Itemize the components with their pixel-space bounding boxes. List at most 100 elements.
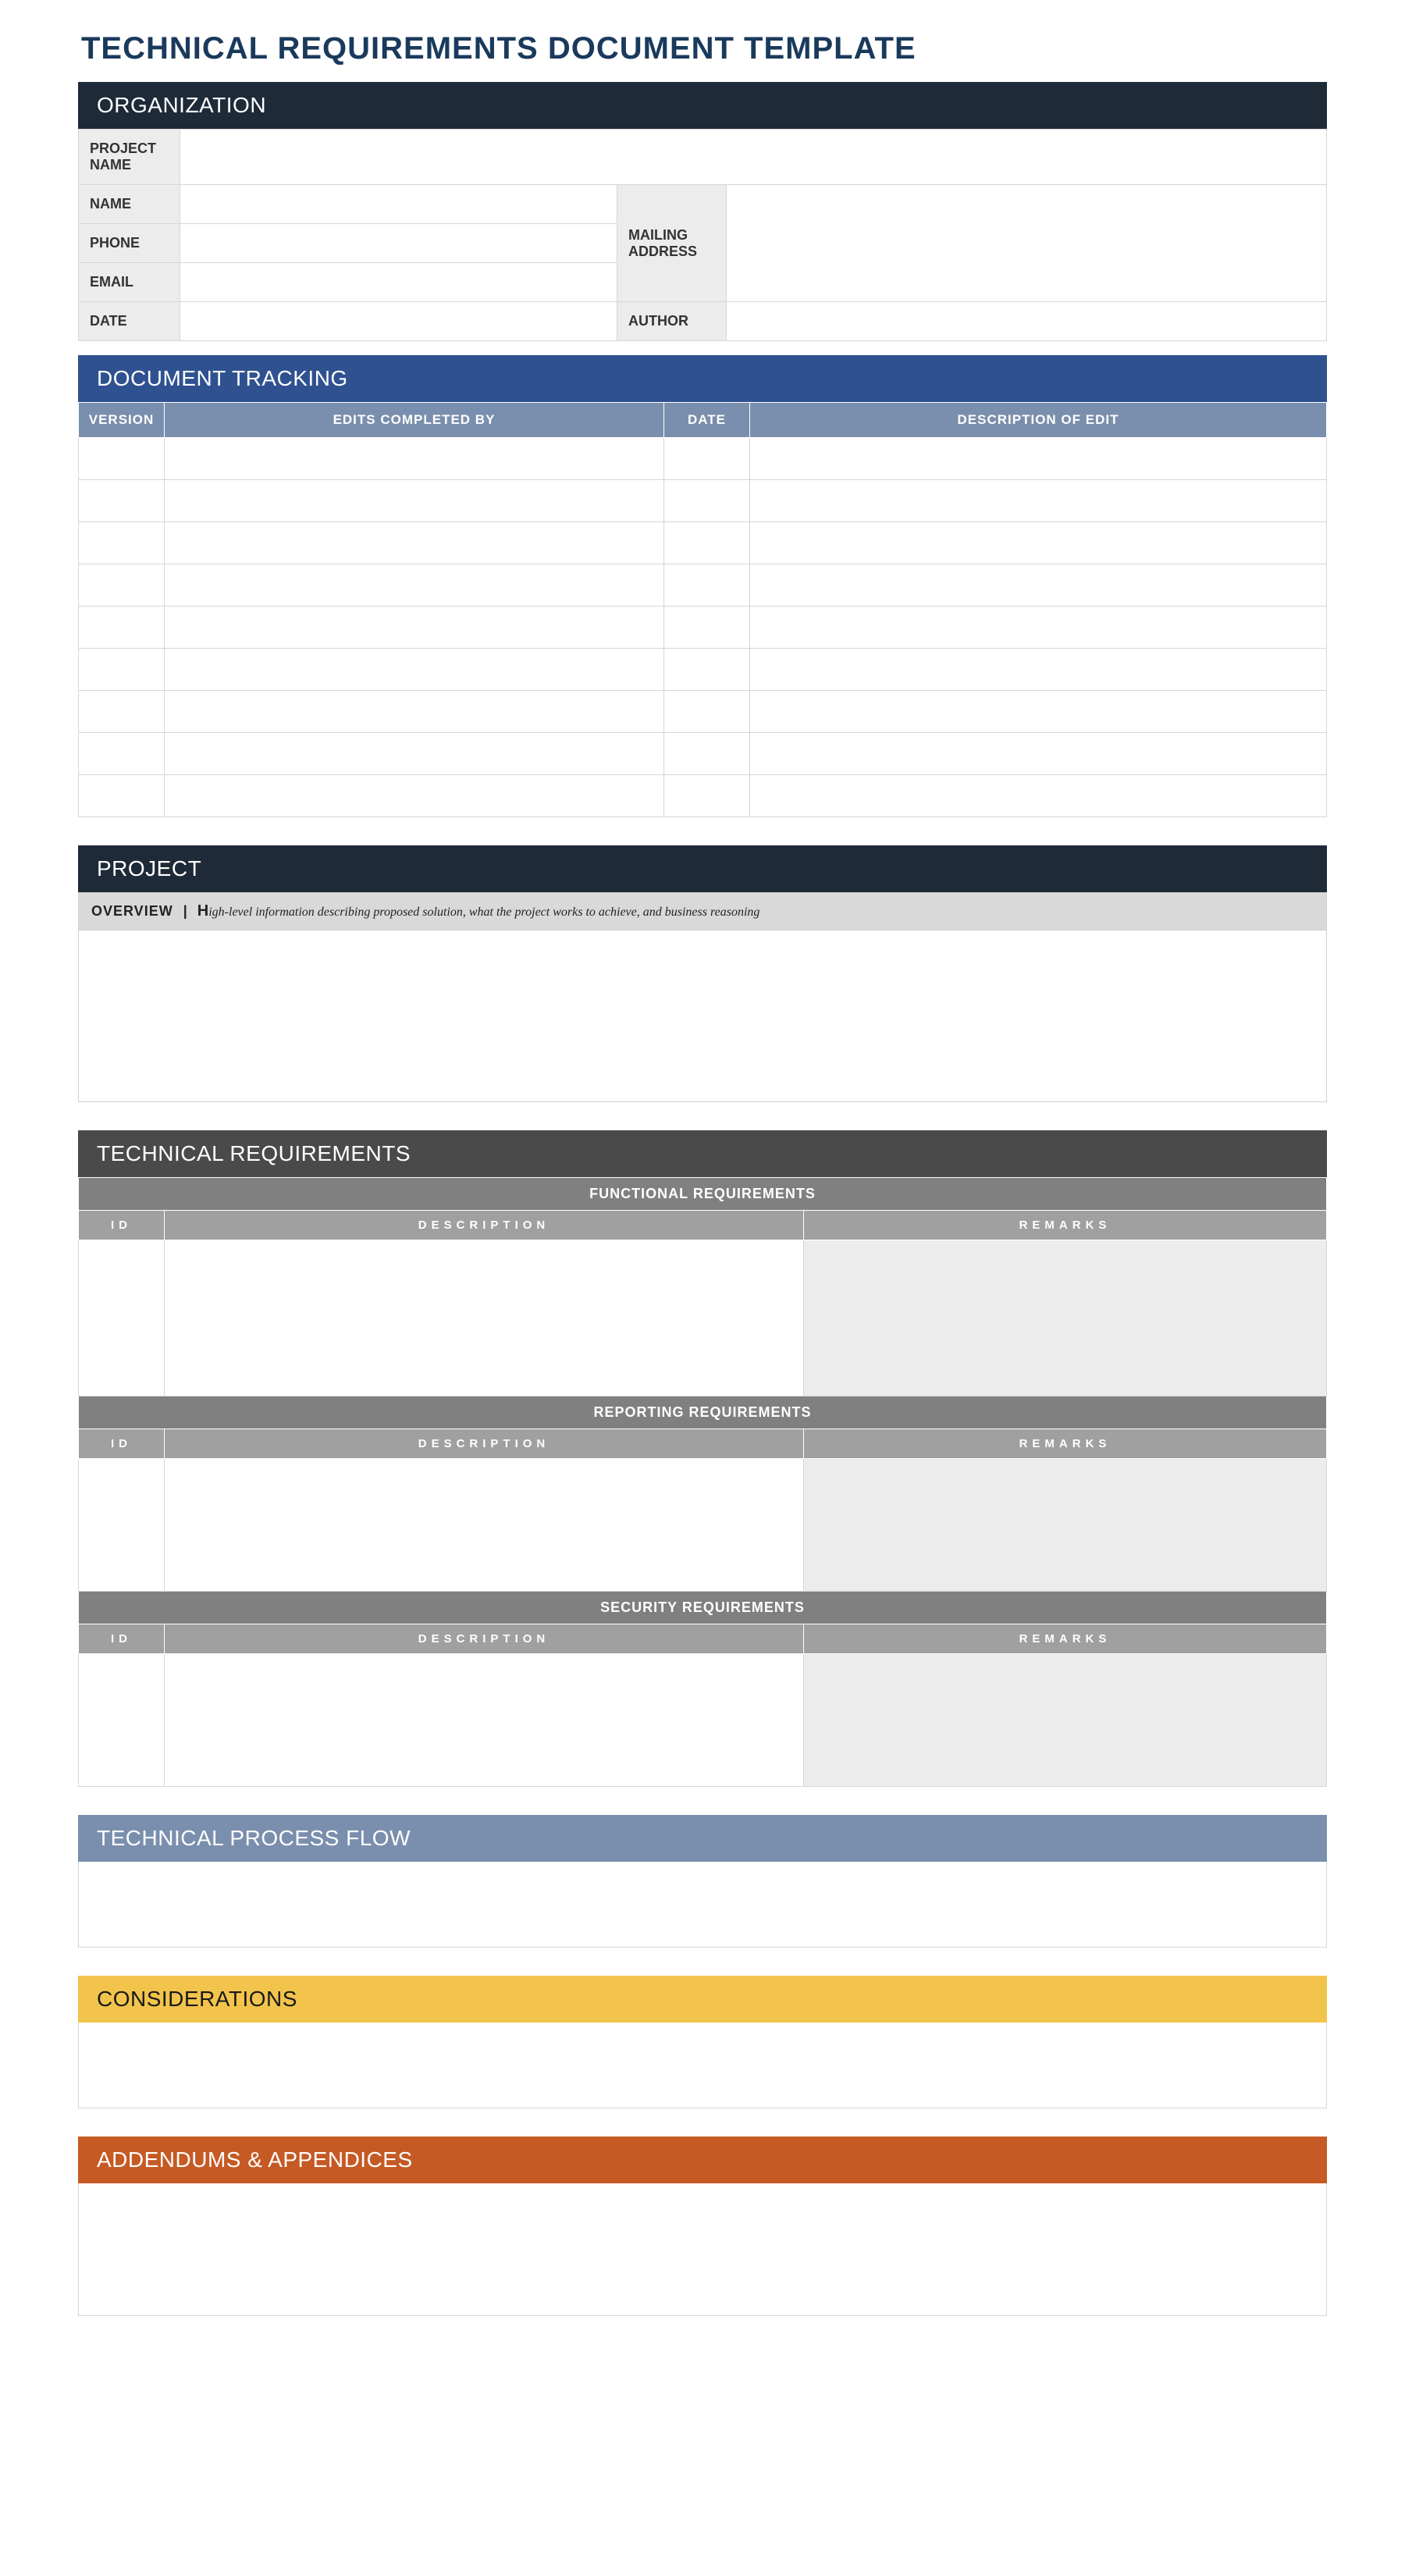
table-cell[interactable]	[664, 607, 750, 649]
addendums-body[interactable]	[78, 2183, 1327, 2316]
table-cell[interactable]	[750, 564, 1327, 607]
table-cell[interactable]	[664, 438, 750, 480]
table-cell[interactable]	[750, 480, 1327, 522]
req-col-desc: DESCRIPTION	[165, 1429, 804, 1459]
table-row	[79, 522, 1327, 564]
req-cell[interactable]	[79, 1654, 165, 1787]
project-overview-bar: OVERVIEW | High-level information descri…	[78, 892, 1327, 930]
req-col-remarks: REMARKS	[804, 1624, 1327, 1654]
req-cell[interactable]	[79, 1240, 165, 1397]
req-group-title: SECURITY REQUIREMENTS	[79, 1592, 1327, 1624]
table-cell[interactable]	[750, 522, 1327, 564]
organization-header: ORGANIZATION	[78, 82, 1327, 129]
table-cell[interactable]	[165, 775, 664, 817]
label-project-name: PROJECT NAME	[79, 130, 180, 185]
req-group-title: FUNCTIONAL REQUIREMENTS	[79, 1178, 1327, 1211]
req-col-id: ID	[79, 1211, 165, 1240]
table-row	[79, 649, 1327, 691]
label-phone: PHONE	[79, 224, 180, 263]
table-cell[interactable]	[165, 649, 664, 691]
req-cell[interactable]	[165, 1240, 804, 1397]
table-cell[interactable]	[750, 733, 1327, 775]
table-cell[interactable]	[664, 733, 750, 775]
label-author: AUTHOR	[617, 302, 727, 341]
req-col-desc: DESCRIPTION	[165, 1211, 804, 1240]
req-cell[interactable]	[804, 1459, 1327, 1592]
table-cell[interactable]	[79, 733, 165, 775]
table-cell[interactable]	[79, 438, 165, 480]
table-cell[interactable]	[165, 480, 664, 522]
table-cell[interactable]	[750, 775, 1327, 817]
value-phone[interactable]	[180, 224, 617, 263]
table-cell[interactable]	[165, 522, 664, 564]
project-header: PROJECT	[78, 845, 1327, 892]
table-cell[interactable]	[79, 775, 165, 817]
req-group-title: REPORTING REQUIREMENTS	[79, 1397, 1327, 1429]
table-cell[interactable]	[165, 438, 664, 480]
req-cell[interactable]	[804, 1654, 1327, 1787]
req-cell[interactable]	[165, 1459, 804, 1592]
value-date[interactable]	[180, 302, 617, 341]
table-cell[interactable]	[664, 480, 750, 522]
table-cell[interactable]	[664, 522, 750, 564]
req-cell[interactable]	[165, 1654, 804, 1787]
col-edits-by: EDITS COMPLETED BY	[165, 403, 664, 438]
table-cell[interactable]	[79, 691, 165, 733]
considerations-body[interactable]	[78, 2023, 1327, 2108]
table-cell[interactable]	[79, 649, 165, 691]
table-cell[interactable]	[79, 607, 165, 649]
overview-lead: OVERVIEW	[91, 903, 173, 919]
addendums-header: ADDENDUMS & APPENDICES	[78, 2137, 1327, 2183]
organization-table: PROJECT NAME NAME MAILING ADDRESS PHONE …	[78, 129, 1327, 341]
table-cell[interactable]	[664, 775, 750, 817]
label-mailing-address: MAILING ADDRESS	[617, 185, 727, 302]
table-row	[79, 438, 1327, 480]
table-cell[interactable]	[750, 649, 1327, 691]
flow-header: TECHNICAL PROCESS FLOW	[78, 1815, 1327, 1862]
label-date: DATE	[79, 302, 180, 341]
document-title: TECHNICAL REQUIREMENTS DOCUMENT TEMPLATE	[78, 31, 1327, 66]
value-project-name[interactable]	[180, 130, 1327, 185]
table-cell[interactable]	[79, 480, 165, 522]
table-row	[79, 733, 1327, 775]
considerations-header: CONSIDERATIONS	[78, 1976, 1327, 2023]
table-cell[interactable]	[750, 691, 1327, 733]
table-cell[interactable]	[750, 607, 1327, 649]
table-cell[interactable]	[664, 564, 750, 607]
req-col-id: ID	[79, 1624, 165, 1654]
req-col-desc: DESCRIPTION	[165, 1624, 804, 1654]
overview-desc: igh-level information describing propose…	[208, 906, 759, 919]
table-row	[79, 691, 1327, 733]
table-row	[79, 480, 1327, 522]
label-name: NAME	[79, 185, 180, 224]
table-cell[interactable]	[664, 649, 750, 691]
req-cell[interactable]	[804, 1240, 1327, 1397]
req-col-id: ID	[79, 1429, 165, 1459]
table-cell[interactable]	[664, 691, 750, 733]
req-col-remarks: REMARKS	[804, 1211, 1327, 1240]
table-cell[interactable]	[165, 564, 664, 607]
table-cell[interactable]	[165, 607, 664, 649]
value-author[interactable]	[727, 302, 1327, 341]
label-email: EMAIL	[79, 263, 180, 302]
value-name[interactable]	[180, 185, 617, 224]
table-cell[interactable]	[79, 522, 165, 564]
table-cell[interactable]	[750, 438, 1327, 480]
tracking-table: VERSION EDITS COMPLETED BY DATE DESCRIPT…	[78, 402, 1327, 817]
table-cell[interactable]	[165, 733, 664, 775]
overview-sep: |	[183, 903, 187, 919]
col-version: VERSION	[79, 403, 165, 438]
overview-bigletter: H	[197, 902, 208, 920]
table-cell[interactable]	[165, 691, 664, 733]
technical-header: TECHNICAL REQUIREMENTS	[78, 1130, 1327, 1177]
flow-body[interactable]	[78, 1862, 1327, 1948]
project-overview-body[interactable]	[78, 930, 1327, 1102]
technical-requirements-table: FUNCTIONAL REQUIREMENTSIDDESCRIPTIONREMA…	[78, 1177, 1327, 1787]
table-row	[79, 607, 1327, 649]
table-cell[interactable]	[79, 564, 165, 607]
req-cell[interactable]	[79, 1459, 165, 1592]
value-email[interactable]	[180, 263, 617, 302]
value-mailing-address[interactable]	[727, 185, 1327, 302]
req-col-remarks: REMARKS	[804, 1429, 1327, 1459]
table-row	[79, 564, 1327, 607]
